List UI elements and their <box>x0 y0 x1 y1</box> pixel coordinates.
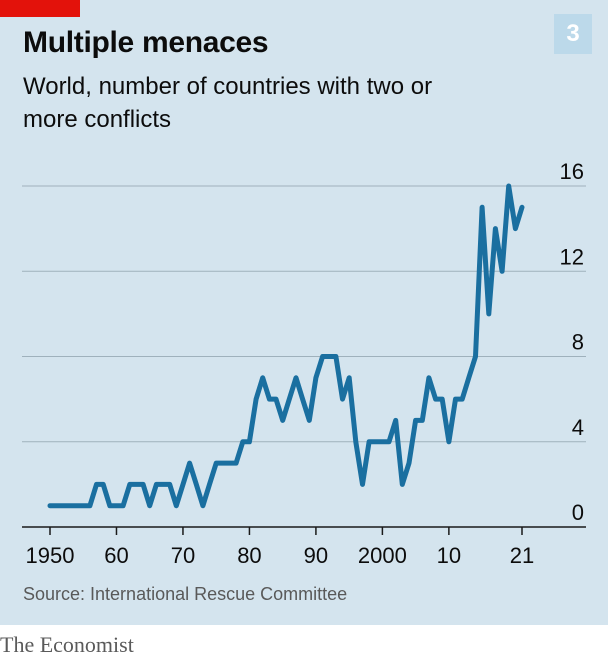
y-axis-ticks: 0 4 8 12 16 <box>560 159 584 525</box>
x-tick-label: 80 <box>237 543 261 568</box>
x-tick-label: 90 <box>304 543 328 568</box>
y-tick-label: 12 <box>560 244 584 269</box>
chart-subtitle: World, number of countries with two or m… <box>23 73 433 133</box>
line-chart: 0 4 8 12 16 1950 60 70 80 90 2000 10 21 <box>22 159 586 568</box>
chart-panel <box>0 0 608 625</box>
y-tick-label: 16 <box>560 159 584 184</box>
x-tick-label: 10 <box>437 543 461 568</box>
y-tick-label: 8 <box>572 330 584 355</box>
gridlines <box>22 185 586 528</box>
x-tick-label: 70 <box>171 543 195 568</box>
y-tick-label: 4 <box>572 415 584 440</box>
series-line-conflicts <box>47 183 525 509</box>
publisher-logo: The Economist <box>0 632 134 657</box>
chart-title: Multiple menaces <box>23 26 269 59</box>
x-tick-label: 21 <box>510 543 534 568</box>
y-tick-label: 0 <box>572 500 584 525</box>
chart-number-badge: 3 <box>554 14 592 54</box>
x-tick-label: 1950 <box>26 543 75 568</box>
brand-accent-tab <box>0 0 80 17</box>
x-tick-label: 60 <box>104 543 128 568</box>
x-axis-ticks: 1950 60 70 80 90 2000 10 21 <box>26 527 534 568</box>
x-tick-label: 2000 <box>358 543 407 568</box>
source-note: Source: International Rescue Committee <box>23 584 348 604</box>
